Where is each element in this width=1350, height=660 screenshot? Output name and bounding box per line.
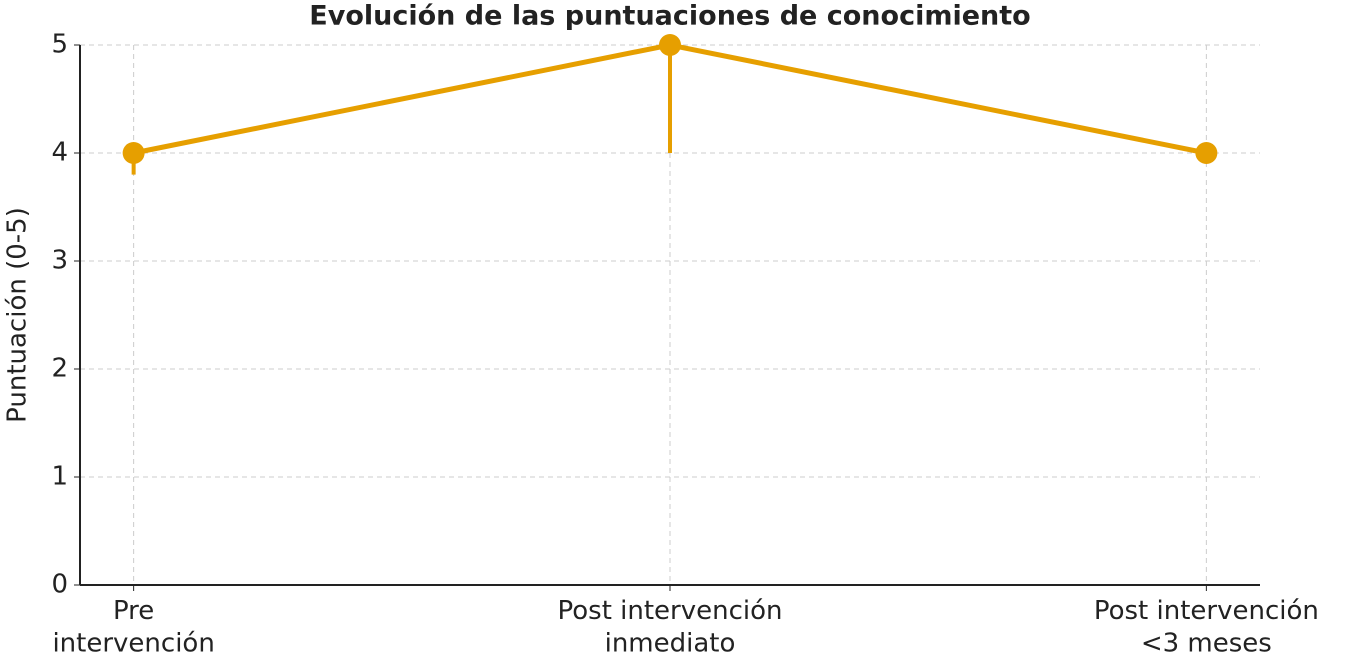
x-tick-label: Post intervención inmediato [557, 596, 782, 659]
y-tick-label: 1 [51, 462, 68, 492]
y-tick-label: 0 [51, 570, 68, 600]
chart-title: Evolución de las puntuaciones de conocim… [309, 1, 1030, 32]
x-tick-label: Post intervención <3 meses [1094, 596, 1319, 659]
y-tick-label: 2 [51, 354, 68, 384]
point [659, 34, 681, 56]
point [122, 142, 145, 164]
y-tick-label: 4 [51, 138, 68, 168]
point [1195, 142, 1218, 164]
y-tick-label: 3 [51, 246, 68, 276]
x-tick-label: Pre intervención [52, 596, 214, 659]
y-axis-label: Puntuación (0-5) [3, 207, 33, 423]
y-tick-label: 5 [51, 30, 68, 60]
